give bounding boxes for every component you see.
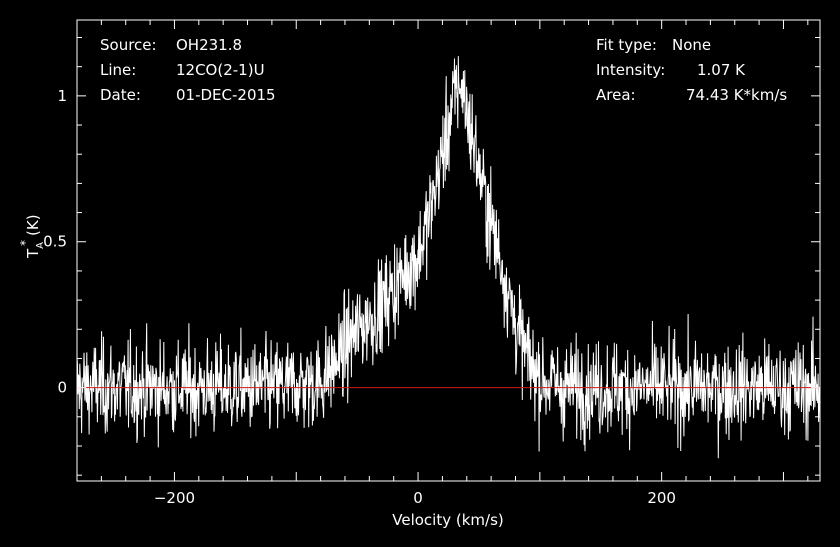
y-axis-title-unit: (K)	[24, 214, 42, 236]
y-axis-title-main: T	[24, 248, 42, 259]
x-tick-label: 200	[647, 489, 676, 507]
y-axis-title: TA* (K)	[18, 214, 46, 259]
y-axis-title-sub: A	[35, 242, 46, 249]
y-tick-label: 0.5	[43, 233, 67, 251]
source-label: Source:	[100, 36, 157, 54]
area-value: 74.43 K*km/s	[686, 86, 787, 104]
area-label: Area:	[596, 86, 636, 104]
x-axis-title: Velocity (km/s)	[392, 511, 503, 529]
spectrum-line	[76, 56, 821, 459]
plot-frame	[76, 19, 821, 482]
line-label: Line:	[100, 61, 136, 79]
x-tick-label: −200	[154, 489, 195, 507]
source-value: OH231.8	[176, 36, 242, 54]
line-value: 12CO(2-1)U	[176, 61, 265, 79]
y-tick-label: 1	[57, 87, 67, 105]
fit-type-value: None	[672, 36, 711, 54]
y-tick-label: 0	[57, 379, 67, 397]
svg-text:TA*(K): TA* (K)	[18, 214, 46, 259]
x-tick-label: 0	[413, 489, 423, 507]
intensity-label: Intensity:	[596, 61, 665, 79]
date-label: Date:	[100, 86, 141, 104]
intensity-value: 1.07 K	[697, 61, 746, 79]
fit-type-label: Fit type:	[596, 36, 657, 54]
axes: −200 0 200 0 0.5 1	[43, 19, 821, 507]
spectrum-trace-layer	[76, 56, 821, 459]
date-value: 01-DEC-2015	[176, 86, 276, 104]
y-axis-title-sup: *	[18, 240, 32, 246]
